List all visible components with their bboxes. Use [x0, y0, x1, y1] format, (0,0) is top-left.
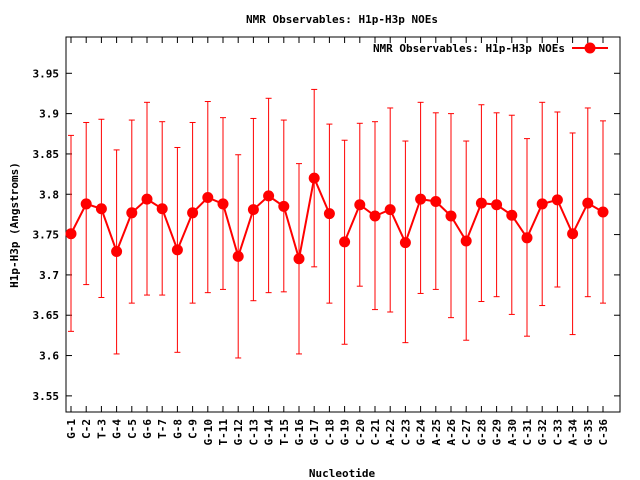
data-point — [582, 197, 594, 209]
plot-area-frame — [65, 36, 621, 413]
x-tick-label: A-30 — [506, 419, 519, 446]
y-tick-label: 3.6 — [39, 350, 59, 363]
data-point — [80, 198, 92, 210]
data-point — [65, 228, 77, 240]
x-tick-label: G-8 — [171, 419, 184, 439]
data-point — [491, 199, 503, 211]
x-tick-label: G-35 — [582, 419, 595, 446]
x-tick-label: C-5 — [126, 419, 139, 439]
x-tick-label: T-11 — [217, 419, 230, 446]
data-point — [95, 203, 107, 215]
data-point — [369, 210, 381, 222]
data-point — [293, 253, 305, 265]
data-point — [263, 190, 275, 202]
x-tick-label: G-14 — [263, 419, 276, 446]
data-point — [247, 204, 259, 216]
data-point — [536, 198, 548, 210]
data-point — [278, 200, 290, 212]
y-tick-label: 3.55 — [33, 390, 60, 403]
x-axis: G-1 C-2 T-3 G-4 C-5 G-6 T-7 G-8 C-9 G-10 T-11 G-12 C… — [65, 37, 610, 446]
data-point — [171, 244, 183, 256]
data-points — [65, 172, 609, 265]
data-point — [430, 196, 442, 208]
y-tick-label: 3.65 — [33, 309, 60, 322]
y-tick-label: 3.75 — [33, 229, 60, 242]
data-point — [506, 209, 518, 221]
data-point — [232, 250, 244, 262]
x-tick-label: G-24 — [415, 419, 428, 446]
y-tick-label: 3.95 — [33, 67, 60, 80]
x-tick-label: G-12 — [232, 419, 245, 446]
x-tick-label: C-20 — [354, 419, 367, 446]
data-point — [597, 206, 609, 218]
y-tick-label: 3.9 — [39, 108, 59, 121]
x-tick-label: G-17 — [308, 419, 321, 446]
x-tick-label: T-3 — [95, 419, 108, 439]
data-point — [187, 207, 199, 219]
data-point — [475, 197, 487, 209]
y-tick-label: 3.85 — [33, 148, 60, 161]
series-line — [70, 174, 331, 260]
legend: NMR Observables: H1p-H3p NOEs — [373, 42, 608, 55]
data-point — [415, 193, 427, 205]
data-point — [339, 236, 351, 248]
x-tick-label: C-18 — [323, 419, 336, 446]
data-point — [308, 172, 320, 184]
x-tick-label: G-28 — [475, 419, 488, 446]
legend-marker — [584, 42, 596, 54]
x-axis-label: Nucleotide — [309, 467, 376, 480]
y-axis: 3.55 3.6 3.65 3.7 3.75 3.8 3.85 3.9 3.95 — [33, 67, 620, 403]
x-tick-label: G-32 — [536, 419, 549, 446]
legend-label: NMR Observables: H1p-H3p NOEs — [373, 42, 565, 55]
x-tick-label: G-10 — [202, 419, 215, 446]
x-tick-label: C-13 — [247, 419, 260, 446]
x-tick-label: G-4 — [111, 419, 124, 439]
x-tick-label: A-22 — [384, 419, 397, 446]
x-tick-label: C-23 — [399, 419, 412, 446]
x-tick-label: G-6 — [141, 419, 154, 439]
data-point — [567, 228, 579, 240]
x-tick-label: C-27 — [460, 419, 473, 446]
data-point — [354, 199, 366, 211]
x-tick-label: C-33 — [551, 419, 564, 446]
x-tick-label: G-1 — [65, 419, 78, 439]
x-tick-label: C-2 — [80, 419, 93, 439]
data-point — [399, 237, 411, 249]
data-point — [323, 208, 335, 220]
x-tick-label: C-31 — [521, 419, 534, 446]
data-point — [551, 194, 563, 206]
data-point — [126, 207, 138, 219]
data-point — [141, 193, 153, 205]
data-point — [111, 246, 123, 258]
y-tick-label: 3.8 — [39, 188, 59, 201]
data-point — [460, 235, 472, 247]
chart-title: NMR Observables: H1p-H3p NOEs — [246, 13, 438, 26]
x-tick-label: C-9 — [187, 419, 200, 439]
x-tick-label: T-15 — [278, 419, 291, 446]
x-tick-label: C-36 — [597, 419, 610, 446]
data-point — [217, 198, 229, 210]
data-point — [445, 210, 457, 222]
data-point — [156, 203, 168, 215]
x-tick-label: A-25 — [430, 419, 443, 446]
series-lines — [70, 174, 604, 260]
x-tick-label: G-19 — [339, 419, 352, 446]
x-tick-label: C-21 — [369, 419, 382, 446]
data-point — [521, 232, 533, 244]
data-point — [384, 204, 396, 216]
x-tick-label: G-16 — [293, 419, 306, 446]
y-axis-label: H1p-H3p (Angstroms) — [8, 162, 21, 288]
x-tick-label: A-26 — [445, 419, 458, 446]
error-bars — [68, 88, 606, 359]
x-tick-label: G-29 — [491, 419, 504, 446]
y-tick-label: 3.7 — [39, 269, 59, 282]
data-point — [202, 191, 214, 203]
x-tick-label: A-34 — [567, 419, 580, 446]
x-tick-label: T-7 — [156, 419, 169, 439]
series-line — [343, 197, 604, 246]
